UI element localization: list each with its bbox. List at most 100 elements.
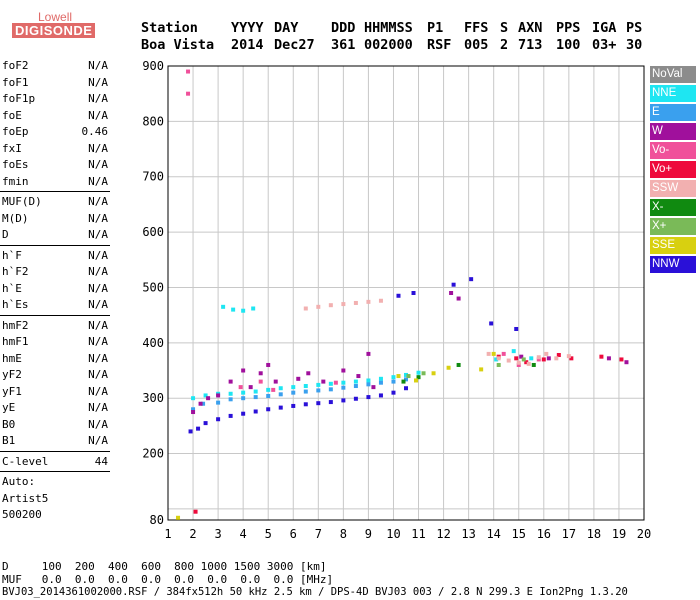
footer-distance: D 100 200 400 600 800 1000 1500 3000 [km… bbox=[2, 560, 327, 573]
data-point-vo bbox=[193, 509, 198, 514]
data-point-w bbox=[356, 374, 361, 379]
data-point-vo bbox=[501, 351, 506, 356]
auto-line: Auto: bbox=[2, 475, 36, 488]
data-point-vo bbox=[186, 91, 191, 96]
param-row-ye: yE N/A bbox=[0, 400, 112, 417]
data-point-sse bbox=[414, 378, 419, 383]
data-point-ssw bbox=[566, 354, 571, 359]
data-point-ssw bbox=[341, 302, 346, 307]
x-tick-label: 10 bbox=[386, 527, 400, 541]
data-point-nne bbox=[241, 308, 246, 313]
param-label: foF1p bbox=[2, 92, 36, 105]
y-tick-label: 400 bbox=[142, 336, 164, 350]
data-point-w bbox=[198, 401, 203, 406]
data-point-nnw bbox=[353, 396, 358, 401]
data-point-nnw bbox=[291, 403, 296, 408]
header-row2-cell: 100 bbox=[556, 37, 581, 53]
data-point-nnw bbox=[316, 401, 321, 406]
footer-info: BVJ03_2014361002000.RSF / 384fx512h 50 k… bbox=[2, 586, 628, 598]
data-point-w bbox=[371, 385, 376, 390]
data-point-e bbox=[404, 377, 408, 382]
data-point-vo bbox=[569, 356, 574, 361]
param-label: yF1 bbox=[2, 384, 22, 398]
x-tick-label: 12 bbox=[436, 527, 450, 541]
param-label: h`E bbox=[2, 281, 22, 295]
header-row1-cell: DAY bbox=[274, 20, 299, 36]
param-value: N/A bbox=[88, 434, 108, 447]
param-label: hmE bbox=[2, 351, 22, 365]
data-point-nne bbox=[278, 386, 283, 391]
data-point-nnw bbox=[391, 390, 396, 395]
param-row-fof1: foF1 N/A bbox=[0, 75, 112, 92]
data-point-sse bbox=[431, 371, 436, 376]
header-row1-cell: Station bbox=[141, 20, 198, 36]
data-point-e bbox=[266, 393, 271, 398]
data-point-nne bbox=[529, 356, 534, 361]
param-label: fxI bbox=[2, 141, 22, 155]
param-row-fmin: fmin N/A bbox=[0, 174, 112, 191]
data-point-e bbox=[316, 388, 321, 393]
header-row2-cell: 361 bbox=[331, 37, 356, 53]
data-point-vo bbox=[619, 357, 624, 362]
param-row-fof2: foF2 N/A bbox=[0, 58, 112, 75]
header-row2-cell: RSF bbox=[427, 37, 452, 53]
y-tick-label: 800 bbox=[142, 114, 164, 128]
data-point-nne bbox=[328, 381, 333, 386]
plot-frame bbox=[167, 65, 645, 521]
data-point-e bbox=[241, 396, 246, 401]
data-point-e bbox=[366, 382, 371, 387]
header-row2-cell: 2 bbox=[500, 37, 509, 53]
data-point-e bbox=[303, 389, 308, 394]
data-point-w bbox=[273, 379, 278, 384]
x-tick-label: 3 bbox=[214, 527, 221, 541]
header-row2-cell: 713 bbox=[518, 37, 543, 53]
param-label: foE bbox=[2, 108, 22, 122]
x-tick-label: 9 bbox=[365, 527, 372, 541]
data-point-nnw bbox=[328, 400, 333, 405]
y-tick-label: 300 bbox=[142, 391, 164, 405]
data-point-vo bbox=[514, 356, 519, 361]
data-point-ssw bbox=[486, 351, 491, 356]
data-point-x bbox=[531, 362, 536, 367]
data-point-vo bbox=[271, 387, 276, 392]
legend-item-e: E bbox=[650, 104, 696, 121]
data-point-ssw bbox=[536, 355, 541, 360]
param-row-md: M(D) N/A bbox=[0, 211, 112, 228]
data-point-x bbox=[521, 357, 526, 362]
x-tick-label: 2 bbox=[189, 527, 196, 541]
data-point-nne bbox=[391, 375, 396, 380]
x-tick-label: 7 bbox=[315, 527, 322, 541]
data-point-ssw bbox=[516, 360, 521, 365]
x-tick-label: 15 bbox=[512, 527, 526, 541]
data-point-ssw bbox=[506, 358, 511, 363]
logo-digisonde: DIGISONDE bbox=[12, 23, 96, 38]
data-point-nne bbox=[253, 389, 258, 394]
data-point-w bbox=[191, 410, 196, 415]
param-separator bbox=[0, 314, 110, 316]
legend-item-ssw: SSW bbox=[650, 180, 696, 197]
param-row-he: h`E N/A bbox=[0, 281, 112, 298]
data-point-vo bbox=[258, 379, 263, 384]
legend-item-sse: SSE bbox=[650, 237, 696, 254]
param-value: N/A bbox=[88, 401, 108, 414]
param-value: N/A bbox=[88, 75, 108, 89]
param-separator bbox=[0, 450, 110, 452]
header-row1-cell: S bbox=[500, 20, 509, 36]
data-point-w bbox=[456, 296, 461, 301]
param-label: foF1 bbox=[2, 75, 29, 89]
data-point-w bbox=[241, 368, 246, 373]
header-row2-cell: 2014 bbox=[231, 37, 264, 53]
param-value: N/A bbox=[88, 335, 108, 348]
x-tick-label: 4 bbox=[240, 527, 247, 541]
header-row1-cell: IGA bbox=[592, 20, 617, 36]
data-point-sse bbox=[491, 351, 496, 356]
data-point-sse bbox=[446, 365, 451, 370]
data-point-ssw bbox=[544, 351, 549, 356]
legend-item-x: X+ bbox=[650, 218, 696, 235]
param-row-hme: hmE N/A bbox=[0, 351, 112, 368]
param-label: B1 bbox=[2, 434, 16, 447]
x-tick-label: 20 bbox=[637, 527, 651, 541]
param-label: fmin bbox=[2, 174, 29, 188]
data-point-w bbox=[266, 362, 271, 367]
data-point-nne bbox=[416, 370, 421, 375]
